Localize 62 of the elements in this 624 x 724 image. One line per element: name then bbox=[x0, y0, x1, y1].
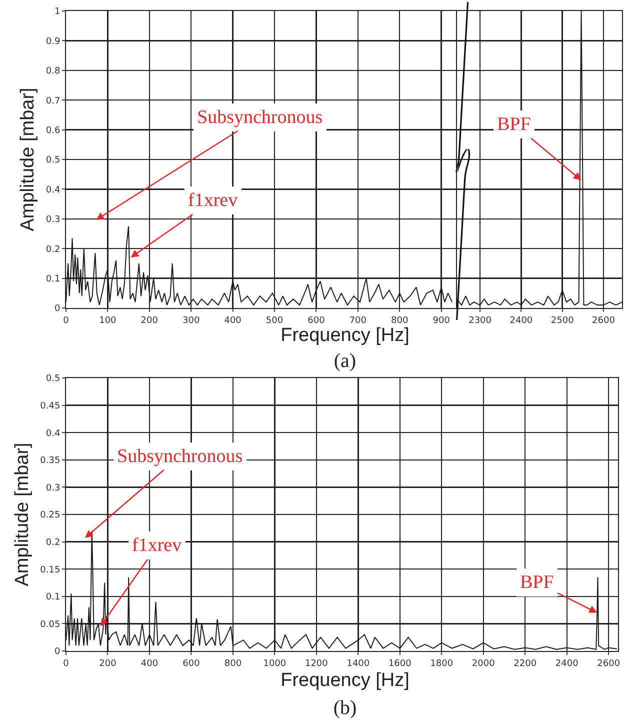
y-tick-label: 0.7 bbox=[46, 96, 60, 106]
x-tick-label: 0 bbox=[63, 316, 70, 326]
y-tick-label: 0.2 bbox=[46, 244, 60, 255]
y-tick-label: 0.5 bbox=[46, 156, 60, 166]
x-tick-label: 400 bbox=[224, 316, 242, 326]
x-tick-label: 2300 bbox=[468, 316, 492, 326]
y-tick-label: 0.5 bbox=[46, 374, 60, 384]
y-tick-label: 0.3 bbox=[46, 215, 60, 226]
x-tick-label: 2600 bbox=[597, 658, 620, 669]
y-tick-label: 0.35 bbox=[40, 456, 60, 466]
x-tick-label: 800 bbox=[391, 316, 408, 326]
annotation: f1xrev bbox=[132, 535, 182, 556]
y-tick-label: 0.05 bbox=[40, 620, 60, 630]
y-tick-label: 0.4 bbox=[46, 185, 60, 196]
x-axis-title: Frequency [Hz] bbox=[280, 325, 410, 347]
y-tick-label: 0.3 bbox=[46, 483, 60, 494]
y-tick-label: 0.25 bbox=[40, 510, 60, 521]
x-tick-label: 2000 bbox=[472, 658, 496, 669]
x-tick-label: 900 bbox=[432, 316, 450, 326]
x-tick-label: 2600 bbox=[592, 316, 616, 326]
text: (b) bbox=[333, 697, 357, 720]
y-tick-label: 0.4 bbox=[46, 428, 60, 439]
x-tick-label: 1200 bbox=[304, 658, 328, 669]
x-tick-label: 800 bbox=[224, 658, 242, 669]
x-tick-label: 2200 bbox=[514, 658, 537, 669]
annotation: Subsynchronous bbox=[117, 446, 243, 467]
y-tick-label: 0 bbox=[54, 647, 60, 658]
y-tick-label: 0.2 bbox=[46, 538, 60, 548]
annotation: BPF bbox=[497, 114, 531, 135]
x-tick-label: 1000 bbox=[263, 658, 286, 669]
x-tick-label: 600 bbox=[308, 316, 326, 326]
x-axis-title: Frequency [Hz] bbox=[280, 670, 410, 692]
y-tick-label: 0.6 bbox=[46, 126, 60, 136]
y-tick-label: 0.9 bbox=[46, 36, 60, 47]
y-tick-label: 0.8 bbox=[46, 66, 60, 77]
x-tick-label: 2400 bbox=[510, 316, 533, 326]
x-tick-label: 200 bbox=[140, 316, 158, 326]
text: (a) bbox=[334, 350, 356, 373]
x-tick-label: 100 bbox=[99, 316, 117, 326]
y-axis-title: Amplitude [mbar] bbox=[12, 442, 34, 586]
y-tick-label: 1 bbox=[54, 7, 60, 18]
y-tick-label: 0 bbox=[54, 304, 60, 314]
x-tick-label: 0 bbox=[63, 658, 70, 669]
x-tick-label: 1600 bbox=[388, 658, 412, 669]
y-tick-label: 0.45 bbox=[40, 401, 60, 412]
y-tick-label: 0.1 bbox=[46, 592, 60, 603]
x-tick-label: 400 bbox=[140, 658, 158, 669]
x-tick-label: 2500 bbox=[550, 316, 574, 326]
y-tick-label: 0.15 bbox=[40, 565, 60, 576]
y-tick-label: 0.1 bbox=[46, 274, 60, 284]
x-tick-label: 700 bbox=[349, 316, 367, 326]
x-tick-label: 600 bbox=[182, 658, 200, 669]
annotation: BPF bbox=[520, 572, 554, 593]
x-tick-label: 500 bbox=[266, 316, 284, 326]
y-axis-title: Amplitude [mbar] bbox=[18, 88, 39, 232]
x-tick-label: 2400 bbox=[555, 658, 579, 669]
x-tick-label: 1800 bbox=[430, 658, 454, 669]
annotation: f1xrev bbox=[188, 190, 238, 211]
x-tick-label: 300 bbox=[182, 316, 200, 326]
x-tick-label: 200 bbox=[99, 658, 117, 669]
x-tick-label: 1400 bbox=[346, 658, 370, 669]
annotation: Subsynchronous bbox=[197, 107, 323, 128]
